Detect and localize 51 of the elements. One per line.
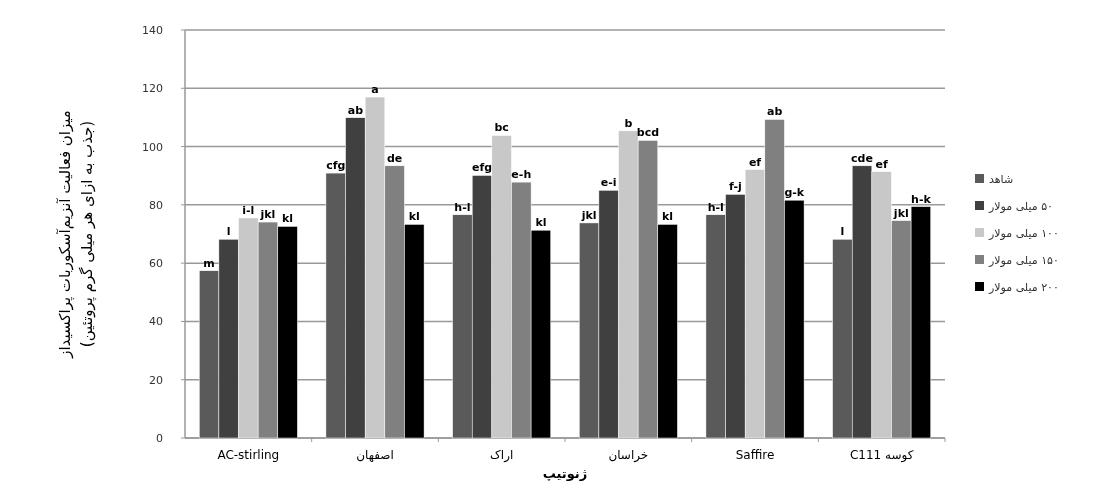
data-label: jkl	[580, 208, 597, 222]
data-label: kl	[535, 216, 547, 230]
x-tick-label: خراسان	[608, 448, 649, 463]
x-tick-label: Saffire	[735, 448, 775, 462]
data-label: h-l	[707, 200, 724, 214]
y-tick-label: 100	[142, 140, 163, 154]
data-label: ab	[347, 103, 364, 117]
y-axis-title: میزان فعالیت آنزیم‌آسکوربات پراکسیداز (جذب به ازای هر میلی گرم پروتئین)	[56, 110, 97, 359]
y-tick-label: 20	[149, 373, 163, 387]
legend-label: ۱۵۰ میلی مولار	[988, 254, 1059, 267]
y-tick-label: 140	[142, 24, 163, 37]
data-label: kl	[408, 210, 420, 224]
data-label: m	[203, 256, 215, 270]
data-label: l	[840, 225, 845, 239]
y-tick-label: 0	[156, 432, 163, 445]
legend-label: ۲۰۰ میلی مولار	[988, 281, 1059, 294]
x-tick-label: اصفهان	[356, 448, 394, 462]
x-tick-label: AC-stirling	[217, 448, 280, 462]
data-label: cde	[851, 151, 873, 165]
legend-label: شاهد	[989, 173, 1014, 186]
data-label: e-i	[600, 176, 617, 190]
y-tick-label: 60	[149, 257, 163, 271]
data-label: de	[386, 151, 403, 165]
data-label: kl	[282, 212, 294, 226]
data-label: a	[371, 83, 379, 97]
x-axis-title: ژنوتیپ	[542, 466, 588, 481]
data-label: bc	[494, 121, 509, 135]
data-label: cfg	[326, 159, 346, 173]
data-label: g-k	[784, 186, 805, 200]
data-label: ef	[748, 155, 762, 169]
legend-label: ۵۰ میلی مولار	[988, 200, 1054, 213]
data-label: h-k	[911, 192, 932, 206]
data-label: e-h	[511, 168, 532, 182]
data-label: efg	[471, 161, 493, 175]
data-label: jkl	[259, 208, 276, 222]
data-label: l	[226, 225, 231, 239]
y-tick-label: 40	[149, 315, 163, 329]
data-label: b	[624, 116, 633, 130]
data-label: i-l	[242, 203, 255, 217]
data-label: f-j	[728, 180, 742, 194]
data-label: jkl	[892, 206, 909, 220]
y-tick-label: 120	[142, 82, 163, 96]
legend-label: ۱۰۰ میلی مولار	[988, 227, 1059, 240]
data-label: kl	[662, 210, 674, 224]
data-label: ab	[766, 105, 783, 119]
y-tick-label: 80	[149, 198, 163, 212]
x-tick-label: اراک	[490, 448, 514, 463]
data-label: h-l	[454, 200, 471, 214]
x-tick-label: کوسه C111	[849, 448, 914, 463]
data-label: ef	[875, 157, 888, 171]
data-label: bcd	[636, 126, 660, 140]
